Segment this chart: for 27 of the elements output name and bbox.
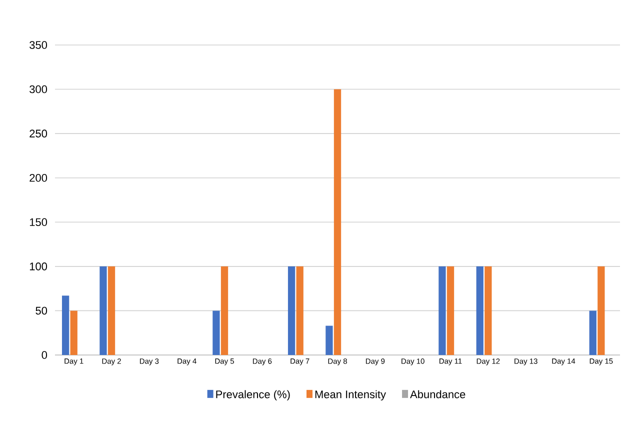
- y-tick-label: 300: [30, 85, 48, 94]
- y-tick-label: 200: [30, 174, 48, 182]
- bar: [589, 310, 596, 355]
- bar: [100, 266, 107, 355]
- y-tick-label: 0: [42, 351, 48, 359]
- bar: [326, 326, 333, 355]
- bar: [108, 266, 116, 355]
- legend-label: Abundance: [410, 390, 466, 398]
- bar: [296, 266, 304, 355]
- bar: [484, 266, 492, 355]
- bar: [62, 296, 70, 355]
- bar: [220, 266, 228, 355]
- bar: [70, 310, 78, 355]
- y-tick-label: 50: [36, 306, 48, 315]
- bar: [446, 266, 454, 355]
- y-tick-label: 150: [30, 218, 48, 226]
- bar: [288, 266, 296, 355]
- bar: [476, 266, 484, 355]
- y-tick-label: 250: [30, 130, 48, 138]
- bar: [212, 310, 220, 355]
- bar: [334, 89, 342, 355]
- y-tick-label: 350: [30, 41, 48, 49]
- bar: [438, 266, 446, 355]
- y-tick-label: 100: [30, 262, 48, 270]
- legend-label: Mean Intensity: [315, 390, 386, 400]
- bar: [598, 266, 605, 355]
- legend-label: Prevalence (%): [216, 390, 290, 400]
